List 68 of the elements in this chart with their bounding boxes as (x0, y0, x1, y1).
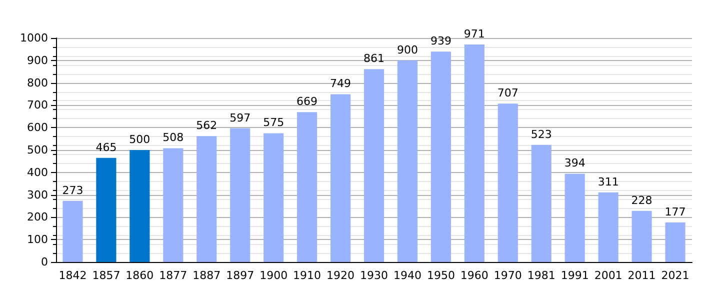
x-tick-label: 1857 (92, 269, 120, 282)
data-label: 394 (564, 156, 586, 170)
x-tick-label: 1950 (426, 269, 455, 282)
y-tick-label: 1000 (20, 32, 48, 44)
y-tick-label: 900 (27, 54, 48, 67)
bar (297, 112, 318, 262)
data-label: 669 (296, 95, 318, 108)
y-tick-label: 700 (27, 98, 48, 112)
data-label: 523 (530, 128, 552, 141)
x-tick-label: 1860 (126, 269, 154, 282)
data-label: 971 (464, 27, 485, 40)
data-label: 465 (96, 140, 117, 154)
bar (531, 144, 552, 262)
x-tick-label: 1900 (260, 269, 288, 282)
bar (665, 222, 686, 262)
x-tick-label: 1920 (326, 269, 355, 282)
bar (464, 44, 484, 262)
y-tick-label: 200 (27, 210, 48, 224)
bar (564, 174, 585, 262)
bar (96, 158, 116, 262)
data-label: 597 (230, 111, 251, 124)
x-tick-label: 1960 (460, 269, 488, 282)
x-tick-label: 2001 (594, 269, 622, 282)
bar (430, 52, 451, 262)
bar (498, 104, 518, 262)
data-label: 861 (364, 52, 384, 66)
data-label: 939 (430, 34, 452, 48)
bar (230, 128, 250, 262)
data-label: 900 (396, 43, 418, 56)
data-label: 562 (196, 119, 218, 132)
data-label: 273 (62, 184, 84, 197)
bar (397, 60, 418, 262)
data-label: 228 (631, 194, 652, 207)
data-label: 749 (330, 77, 352, 90)
x-tick-label: 1981 (527, 269, 556, 282)
x-tick-label: 1842 (58, 269, 87, 282)
bar (196, 136, 217, 262)
bar (598, 192, 618, 262)
bar (330, 94, 351, 262)
x-tick-label: 1910 (293, 269, 322, 282)
x-tick-label: 2011 (628, 269, 656, 282)
x-tick-label: 1897 (226, 269, 254, 282)
data-label: 500 (129, 133, 150, 146)
y-tick-label: 800 (27, 76, 48, 90)
y-tick-label: 500 (27, 144, 48, 156)
x-tick-label: 2021 (661, 269, 690, 282)
data-label: 508 (162, 131, 184, 144)
bar (632, 210, 652, 262)
y-tick-label: 400 (27, 166, 48, 179)
y-tick-label: 600 (27, 121, 48, 134)
x-tick-label: 1991 (560, 269, 589, 282)
bar (130, 150, 150, 262)
x-tick-label: 1877 (159, 269, 188, 282)
y-tick-label: 300 (27, 188, 48, 202)
x-tick-label: 1940 (393, 269, 422, 282)
x-tick-label: 1970 (494, 269, 522, 282)
data-label: 177 (664, 205, 686, 218)
x-tick-label: 1930 (360, 269, 388, 282)
x-tick-label: 1887 (192, 269, 221, 282)
bar (62, 200, 83, 262)
bar (364, 69, 384, 262)
bar (163, 148, 184, 262)
y-tick-label: 0 (41, 256, 48, 268)
bar (264, 133, 284, 262)
data-label: 707 (497, 86, 518, 100)
data-label: 575 (263, 116, 284, 130)
y-tick-label: 100 (27, 233, 48, 246)
data-label: 311 (598, 175, 619, 188)
